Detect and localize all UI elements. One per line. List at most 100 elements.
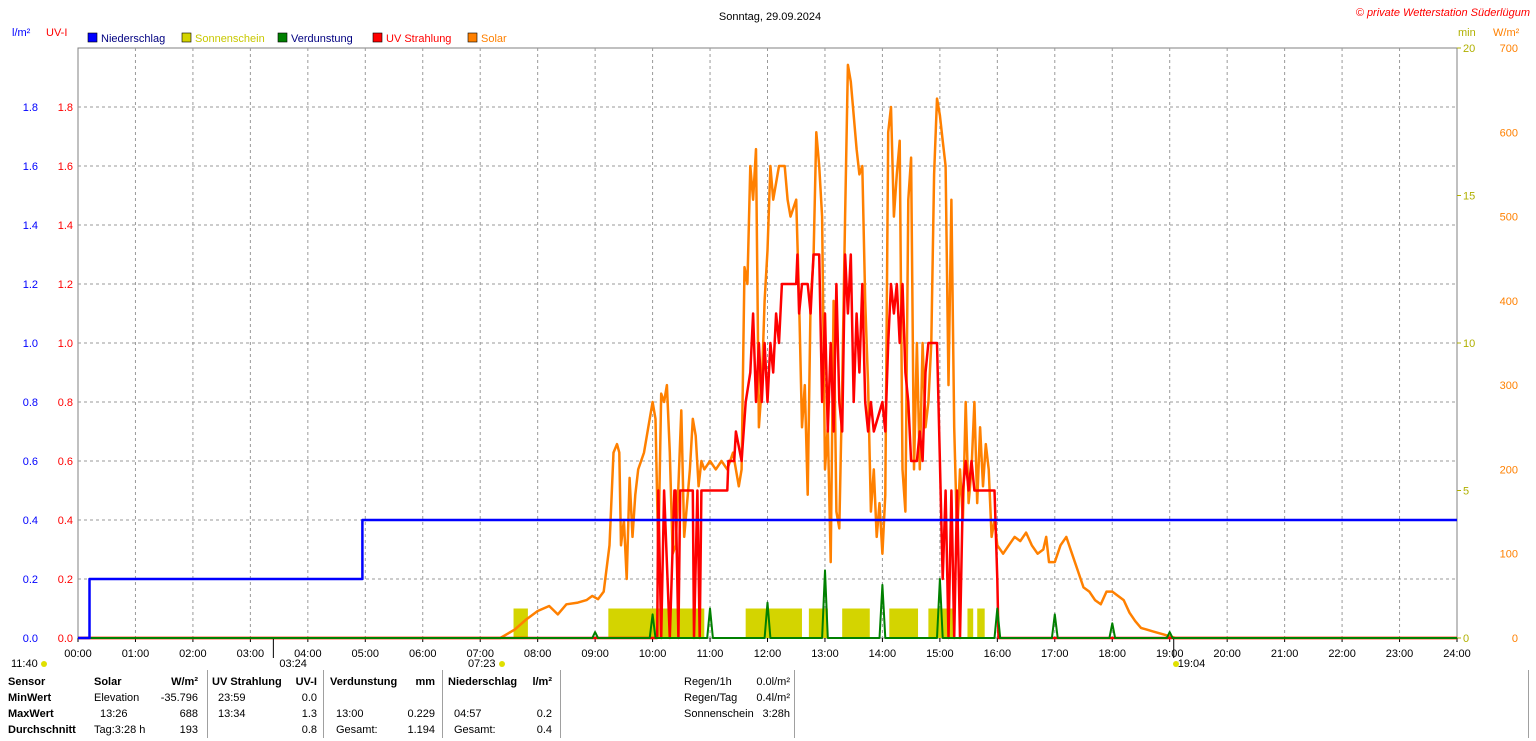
solar-axis-tick-label: 700 [1500, 43, 1518, 55]
stats-cell: 688 [179, 708, 198, 720]
x-tick-label: 06:00 [409, 648, 437, 660]
sunshine-bar [745, 608, 802, 638]
x-tick-label: 04:00 [294, 648, 322, 660]
stats-cell: 1.194 [407, 724, 435, 736]
summary-value: 0.4l/m² [756, 692, 790, 704]
stats-row-label: MinWert [8, 692, 52, 704]
solar-axis-tick-label: 400 [1500, 296, 1518, 308]
sunset-label: 19:04 [1178, 658, 1206, 670]
uv-axis-tick-label: 1.8 [58, 102, 73, 114]
chart-title: Sonntag, 29.09.2024 [719, 11, 821, 23]
stats-row-label: Durchschnitt [8, 724, 76, 736]
stats-cell: Gesamt: [454, 724, 496, 736]
stats-cell: Elevation [94, 692, 140, 704]
summary-label: Regen/Tag [684, 692, 738, 704]
copyright-text: © private Wetterstation Süderlügum [1356, 7, 1530, 19]
sunshine-bar [967, 608, 974, 638]
solar-axis-tick-label: 300 [1500, 380, 1518, 392]
stats-header-cell: mm [415, 676, 435, 688]
stats-header-cell: Sensor [8, 676, 46, 688]
stats-row-label: MaxWert [8, 708, 54, 720]
solar-axis-unit-label: W/m² [1493, 27, 1520, 39]
x-tick-label: 13:00 [811, 648, 839, 660]
x-tick-label: 14:00 [869, 648, 897, 660]
left-axis-tick-label: 0.2 [23, 574, 38, 586]
stats-header-cell: Verdunstung [330, 676, 398, 688]
summary-row: Sonnenschein 3:28h [684, 708, 794, 724]
y-axis-ticks: 0.0 0.0 0.2 0.2 0.4 0.4 0.6 0.6 0.8 0.8 1.0 1.0 1.2 1… [23, 43, 1518, 645]
moon-time-label: 11:40 [11, 658, 38, 670]
sunshine-bar [977, 608, 985, 638]
summary-value: 3:28h [762, 708, 790, 720]
stats-cell: 0.229 [407, 708, 435, 720]
min-axis-tick-label: 10 [1463, 338, 1475, 350]
legend-label: UV Strahlung [386, 33, 451, 45]
uv-axis-tick-label: 1.6 [58, 161, 73, 173]
x-tick-label: 07:00 [466, 648, 494, 660]
uv-axis-tick-label: 0.6 [58, 456, 73, 468]
series-line-niederschlag [78, 518, 1457, 640]
moon-icon [41, 661, 47, 667]
sunrise-label: 07:23 [468, 658, 496, 670]
x-tick-label: 12:00 [754, 648, 782, 660]
stats-cell: Gesamt: [336, 724, 378, 736]
x-tick-label: 03:00 [237, 648, 265, 660]
stats-cell: Tag:3:28 h [94, 724, 146, 736]
legend-swatch [277, 32, 288, 43]
x-tick-label: 09:00 [581, 648, 609, 660]
stats-header-cell: Niederschlag [448, 676, 518, 688]
x-tick-label: 18:00 [1098, 648, 1126, 660]
min-axis-tick-label: 15 [1463, 191, 1475, 203]
x-tick-label: 05:00 [352, 648, 380, 660]
solar-axis-tick-label: 500 [1500, 212, 1518, 224]
left-axis-tick-label: 0.8 [23, 397, 38, 409]
stats-table-divider [207, 670, 208, 738]
stats-table-divider [794, 670, 795, 738]
left-axis-tick-label: 1.0 [23, 338, 38, 350]
stats-cell: 0.8 [301, 724, 317, 736]
left-axis-tick-label: 1.4 [23, 220, 38, 232]
left-axis-tick-label: 1.8 [23, 102, 38, 114]
uv-axis-tick-label: 1.2 [58, 279, 73, 291]
summary-value: 0.0l/m² [756, 676, 790, 688]
stats-header-cell: l/m² [532, 676, 552, 688]
stats-cell: 23:59 [218, 692, 246, 704]
solar-axis-tick-label: 0 [1512, 633, 1518, 645]
x-tick-label: 15:00 [926, 648, 954, 660]
x-tick-label: 11:00 [697, 648, 724, 660]
stats-table-divider [1528, 670, 1529, 738]
sunrise-icon [499, 661, 505, 667]
min-axis-tick-label: 0 [1463, 633, 1469, 645]
stats-cell: 0.2 [536, 708, 552, 720]
stats-cell: 13:00 [336, 708, 364, 720]
left-axis-tick-label: 1.2 [23, 279, 38, 291]
solar-axis-tick-label: 200 [1500, 464, 1518, 476]
summary-label: Regen/1h [684, 676, 732, 688]
summary-panel: Regen/1h 0.0l/m² Regen/Tag 0.4l/m² Sonnensch… [684, 676, 794, 724]
plot-area [78, 63, 1457, 640]
stats-table-divider [560, 670, 561, 738]
legend-swatch [181, 32, 192, 43]
summary-row: Regen/Tag 0.4l/m² [684, 692, 794, 708]
x-tick-label: 16:00 [984, 648, 1012, 660]
solar-axis-tick-label: 600 [1500, 127, 1518, 139]
legend-label: Niederschlag [101, 33, 165, 45]
stats-header-cell: W/m² [171, 676, 198, 688]
uv-axis-tick-label: 1.4 [58, 220, 73, 232]
sunshine-bar [889, 608, 919, 638]
x-tick-label: 00:00 [64, 648, 92, 660]
sun-moon-markers: 11:40 03:24 07:23 19:04 [11, 639, 1205, 670]
uv-axis-tick-label: 0.4 [58, 515, 73, 527]
series-line-verdunstung [78, 569, 1457, 639]
uv-axis-tick-label: 0.8 [58, 397, 73, 409]
x-axis-ticks: 00:00 01:00 02:00 03:00 04:00 05:00 06:00 07:00… [64, 638, 1471, 660]
uv-axis-tick-label: 0.2 [58, 574, 73, 586]
legend-swatch [467, 32, 478, 43]
x-tick-label: 23:00 [1386, 648, 1414, 660]
stats-cell: 193 [179, 724, 198, 736]
stats-cell: 0.0 [301, 692, 317, 704]
sunset-icon [1173, 661, 1179, 667]
stats-cell: 0.4 [536, 724, 552, 736]
sunshine-bar [808, 608, 828, 638]
